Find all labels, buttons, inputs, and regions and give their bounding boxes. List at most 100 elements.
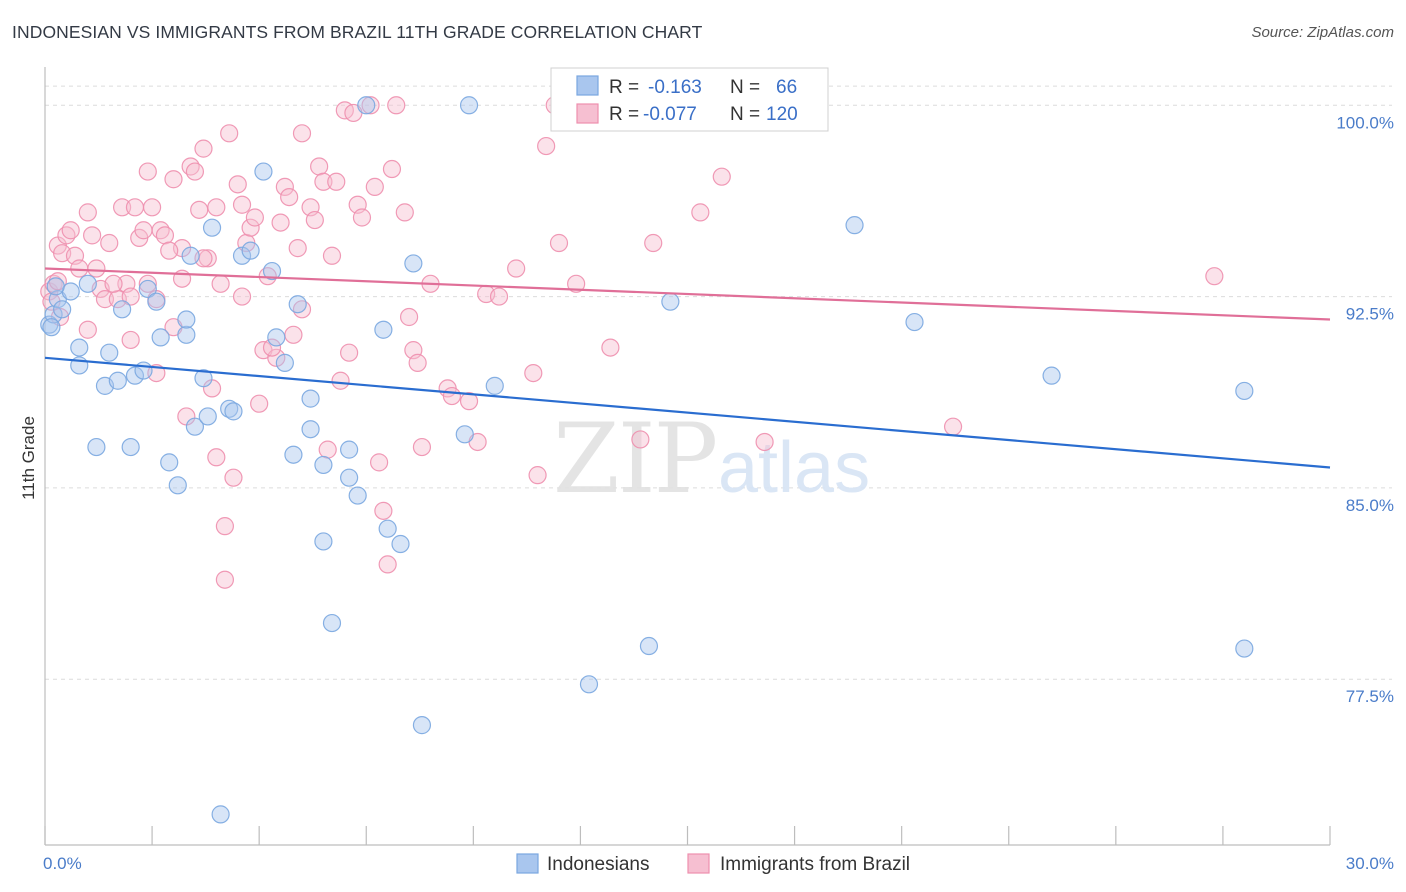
brazil-point xyxy=(370,453,389,472)
indonesian-point xyxy=(301,389,320,408)
brazil-point xyxy=(412,437,432,457)
brazil-point xyxy=(271,213,290,232)
brazil-point xyxy=(567,274,586,293)
indonesian-point xyxy=(177,325,196,344)
stats-swatch-pink xyxy=(576,103,599,124)
brazil-point xyxy=(382,159,402,179)
brazil-point xyxy=(601,338,620,357)
indonesian-point xyxy=(108,371,127,390)
legend: Indonesians Immigrants from Brazil xyxy=(516,853,910,875)
stats-r-label-1: R = xyxy=(609,77,639,98)
x-tick-label-max: 30.0% xyxy=(1346,854,1394,873)
legend-item-brazil[interactable]: Immigrants from Brazil xyxy=(687,853,910,875)
indonesian-point xyxy=(275,353,294,372)
watermark-atlas: atlas xyxy=(718,428,870,508)
indonesian-point xyxy=(322,613,342,633)
brazil-point xyxy=(1205,267,1224,286)
legend-item-indonesians[interactable]: Indonesians xyxy=(516,853,649,875)
stats-r-value-2: -0.077 xyxy=(643,104,697,125)
brazil-point xyxy=(112,198,132,217)
indonesian-point xyxy=(391,534,410,554)
indonesian-point xyxy=(267,328,286,347)
indonesian-point xyxy=(202,218,222,237)
indonesian-point xyxy=(147,292,166,311)
brazil-point xyxy=(185,162,205,181)
indonesian-point xyxy=(301,420,320,439)
brazil-point xyxy=(352,208,372,227)
brazil-point xyxy=(215,517,234,536)
brazil-point xyxy=(207,448,226,467)
brazil-point xyxy=(305,210,324,230)
indonesian-point xyxy=(46,277,65,296)
y-tick-label: 100.0% xyxy=(1336,113,1394,132)
brazil-point xyxy=(83,226,102,245)
indonesian-point xyxy=(1042,366,1061,385)
series-indonesians-points xyxy=(40,96,1254,824)
indonesian-point xyxy=(661,292,680,311)
brazil-point xyxy=(318,440,337,459)
brazil-point xyxy=(104,274,123,293)
indonesian-point xyxy=(70,338,89,357)
brazil-point xyxy=(100,233,119,253)
stats-r-value-1: -0.163 xyxy=(648,77,702,98)
indonesian-point xyxy=(160,453,179,472)
indonesian-point xyxy=(53,300,72,319)
y-tick-label: 92.5% xyxy=(1346,305,1394,324)
indonesian-point xyxy=(412,716,432,735)
brazil-point xyxy=(211,274,230,293)
y-tick-label: 77.5% xyxy=(1346,687,1394,706)
brazil-point xyxy=(220,124,239,143)
brazil-point xyxy=(943,417,963,436)
indonesian-point xyxy=(87,437,106,457)
watermark: ZIP atlas xyxy=(553,403,870,515)
brazil-point xyxy=(378,555,397,574)
x-ticks xyxy=(44,826,1331,845)
indonesian-point xyxy=(232,246,252,265)
brazil-point xyxy=(164,170,183,189)
brazil-point xyxy=(340,343,359,362)
brazil-point xyxy=(125,198,145,217)
stats-r-label-2: R = xyxy=(609,104,639,125)
series-brazil-points xyxy=(40,96,1224,589)
stats-box: R = -0.163 N = 66 R = -0.077 N = 120 xyxy=(550,67,829,132)
brazil-point xyxy=(250,394,269,413)
brazil-point xyxy=(134,221,153,240)
brazil-point xyxy=(331,371,350,390)
brazil-point xyxy=(121,330,140,350)
brazil-point xyxy=(644,233,663,253)
indonesian-point xyxy=(485,376,504,395)
trend-line-indonesians xyxy=(44,356,1331,469)
indonesian-point xyxy=(168,476,187,495)
brazil-point xyxy=(232,287,252,306)
y-axis-title: 11th Grade xyxy=(19,416,38,500)
stats-n-value-1: 66 xyxy=(776,77,797,98)
watermark-zip: ZIP xyxy=(553,403,716,515)
brazil-point xyxy=(155,226,175,245)
brazil-point xyxy=(87,259,106,278)
brazil-point xyxy=(507,259,526,278)
legend-swatch-brazil xyxy=(687,853,710,874)
indonesian-point xyxy=(845,216,864,235)
brazil-point xyxy=(160,241,179,260)
indonesian-point xyxy=(284,445,303,464)
brazil-point xyxy=(327,172,346,191)
brazil-point xyxy=(224,468,243,487)
brazil-point xyxy=(712,167,731,186)
chart-title: INDONESIAN VS IMMIGRANTS FROM BRAZIL 11T… xyxy=(12,22,703,42)
brazil-point xyxy=(61,221,80,240)
indonesian-point xyxy=(1235,639,1254,658)
brazil-point xyxy=(399,307,419,327)
brazil-point xyxy=(245,208,264,227)
brazil-point xyxy=(361,96,380,115)
brazil-point xyxy=(288,239,307,258)
brazil-point xyxy=(489,287,509,306)
brazil-point xyxy=(275,177,294,196)
y-tick-label: 85.0% xyxy=(1346,496,1394,515)
brazil-point xyxy=(138,162,157,181)
brazil-point xyxy=(228,175,247,194)
stats-n-label-2: N = xyxy=(730,104,760,125)
brazil-point xyxy=(524,363,543,383)
legend-swatch-indonesians xyxy=(516,853,539,874)
brazil-point xyxy=(755,432,774,452)
indonesian-point xyxy=(125,366,145,385)
